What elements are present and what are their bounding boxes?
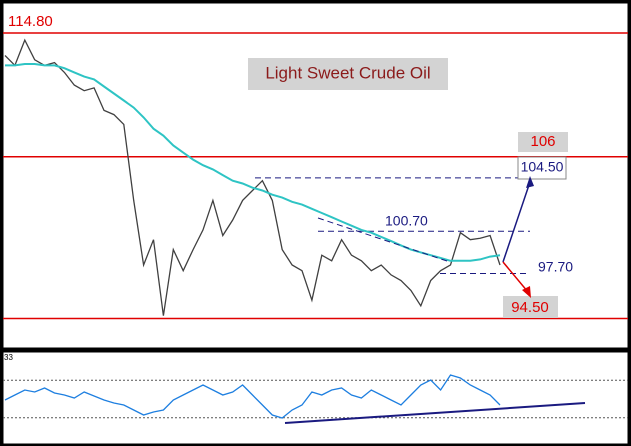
- target-label: 104.50: [521, 159, 564, 175]
- label-box: [503, 296, 558, 318]
- label-box: [518, 132, 568, 152]
- title-box: [248, 58, 448, 90]
- trend-line: [317, 217, 451, 263]
- target-label: 97.70: [538, 259, 573, 275]
- arrow-head: [526, 176, 534, 188]
- indicator-panel: [2, 351, 629, 445]
- level-label: 114.80: [8, 13, 53, 30]
- indicator-line: [4, 374, 501, 419]
- chart-title: Light Sweet Crude Oil: [265, 63, 430, 82]
- arrow-head: [522, 286, 531, 298]
- level-label: 106: [530, 133, 555, 150]
- target-label: 100.70: [385, 213, 428, 229]
- level-label: 94.50: [511, 299, 549, 316]
- label-box: [517, 156, 567, 180]
- arrow-down: [502, 261, 529, 293]
- indicator-trend-line: [284, 402, 586, 424]
- series-line: [4, 38, 501, 316]
- arrow-up: [502, 181, 531, 263]
- indicator-label: 33: [4, 353, 13, 362]
